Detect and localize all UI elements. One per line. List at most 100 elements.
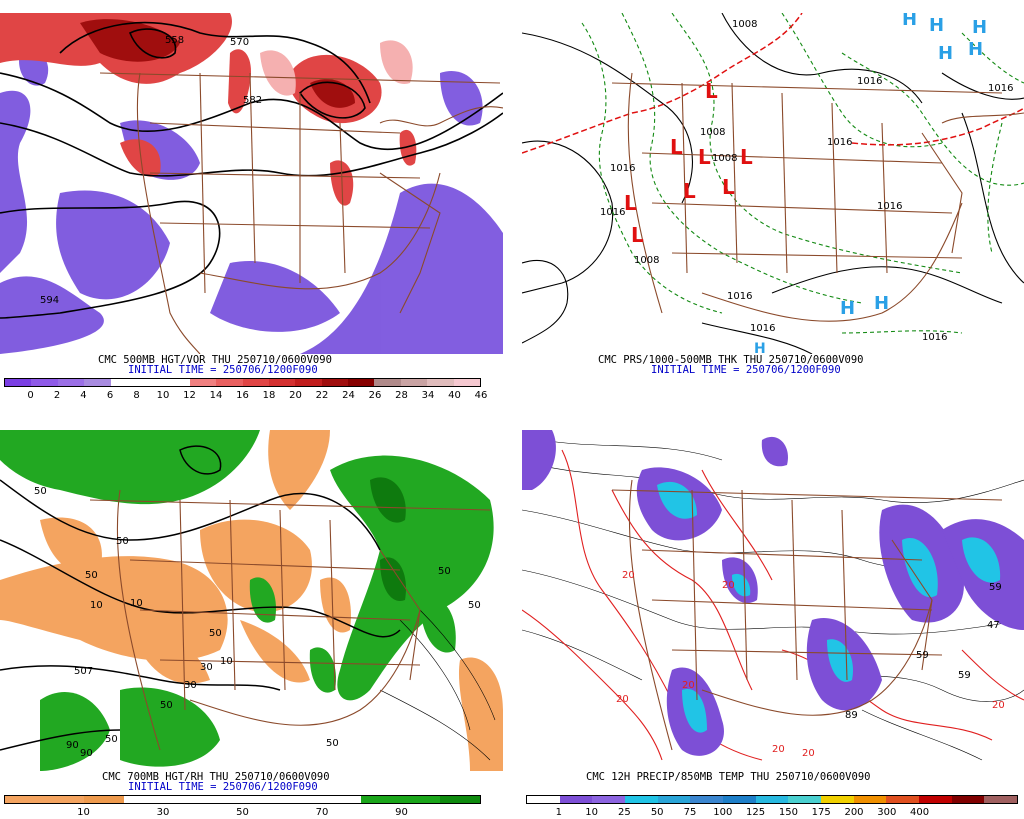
colorbar-label: 75 <box>683 807 697 818</box>
colorbar-label: 34 <box>421 390 435 401</box>
colorbar-cell <box>136 379 164 386</box>
contour-label: 59 <box>916 650 929 661</box>
rh-map <box>0 430 503 771</box>
colorbar-label: 100 <box>713 807 733 818</box>
contour-label: 594 <box>40 295 60 306</box>
contour-label: 1016 <box>922 332 948 343</box>
panel-title: CMC PRS/1000-500MB THK THU 250710/0600V0… <box>598 354 864 366</box>
colorbar-cell <box>242 796 283 803</box>
colorbar-cell <box>440 796 480 803</box>
initial-time: INITIAL TIME = 250706/1200F090 <box>128 364 318 376</box>
contour-label: 50 <box>85 570 98 581</box>
colorbar-cell <box>821 796 854 803</box>
colorbar-label: 6 <box>106 390 114 401</box>
pressure-map <box>522 13 1024 354</box>
contour-label: 10 <box>130 598 143 609</box>
colorbar-label: 18 <box>262 390 276 401</box>
contour-label: 1008 <box>700 127 726 138</box>
colorbar-cell <box>57 379 85 386</box>
colorbar-cell <box>788 796 822 803</box>
contour-label: 570 <box>230 37 250 48</box>
contour-label: 10 <box>90 600 103 611</box>
colorbar-cell <box>189 379 217 386</box>
initial-time: INITIAL TIME = 250706/1200F090 <box>651 364 841 376</box>
colorbar-cell <box>984 796 1018 803</box>
contour-label: 1008 <box>732 19 758 30</box>
panel-title: CMC 500MB HGT/VOR THU 250710/0600V090 <box>98 354 332 366</box>
panel-precip-temp: 20 20 20 20 20 20 59 89 59 47 59 20 <box>522 430 1024 771</box>
contour-label: 59 <box>958 670 971 681</box>
precip-colorbar-labels: 1 10 25 50 75 100 125 150 175 200 300 400 <box>526 807 1018 819</box>
contour-label: 50 <box>326 738 339 749</box>
panel-pressure-thickness: L L L L L L L L H H H H H H H H 1008 101… <box>522 13 1024 354</box>
colorbar-label: 300 <box>877 807 897 818</box>
contour-label: 20 <box>992 700 1005 711</box>
colorbar-cell <box>951 796 985 803</box>
colorbar-label: 50 <box>650 807 664 818</box>
panel-500mb-vorticity: 570 582 594 558 <box>0 13 503 354</box>
contour-label: 1008 <box>712 153 738 164</box>
vorticity-colorbar-labels: 0 2 4 6 8 10 12 14 16 18 20 22 24 26 28 34 40 46 <box>4 390 487 402</box>
contour-label: 90 <box>66 740 79 751</box>
colorbar-cell <box>755 796 789 803</box>
colorbar-cell <box>84 796 124 803</box>
contour-label: 50 <box>468 600 481 611</box>
low-pressure-symbol: L <box>705 79 718 103</box>
panel-title: CMC 12H PRECIP/850MB TEMP THU 250710/060… <box>586 771 871 783</box>
contour-label: 30 <box>200 662 213 673</box>
contour-label: 20 <box>802 748 815 759</box>
precip-map <box>522 430 1024 771</box>
rh-colorbar <box>4 795 481 804</box>
colorbar-cell <box>919 796 952 803</box>
colorbar-cell <box>690 796 724 803</box>
contour-label: 50 <box>438 566 451 577</box>
contour-label: 1016 <box>727 291 753 302</box>
contour-label: 50 <box>160 700 173 711</box>
colorbar-cell <box>295 379 322 386</box>
colorbar-label: 70 <box>315 807 329 818</box>
colorbar-label: 8 <box>133 390 140 401</box>
contour-label: 582 <box>243 95 263 106</box>
colorbar-cell <box>282 796 322 803</box>
low-pressure-symbol: L <box>698 145 711 169</box>
colorbar-label: 14 <box>209 390 223 401</box>
colorbar-label: 0 <box>27 390 34 401</box>
contour-label: 1016 <box>877 201 903 212</box>
colorbar-cell <box>625 796 658 803</box>
colorbar-cell <box>44 796 85 803</box>
colorbar-cell <box>216 379 243 386</box>
colorbar-cell <box>453 379 481 386</box>
colorbar-label: 1 <box>555 807 562 818</box>
contour-label: 50 <box>209 628 222 639</box>
panel-700mb-rh: 50 10 10 10 50 50 30 50 50 50 50 50 50 3… <box>0 430 503 771</box>
low-pressure-symbol: L <box>683 179 696 203</box>
colorbar-cell <box>321 796 362 803</box>
low-pressure-symbol: L <box>670 135 683 159</box>
colorbar-cell <box>853 796 887 803</box>
contour-label: 1016 <box>600 207 626 218</box>
colorbar-cell <box>110 379 137 386</box>
colorbar-cell <box>657 796 691 803</box>
precip-colorbar <box>526 795 1018 804</box>
colorbar-cell <box>242 379 269 386</box>
colorbar-label: 4 <box>80 390 87 401</box>
contour-label: 1016 <box>857 76 883 87</box>
colorbar-cell <box>202 796 243 803</box>
colorbar-cell <box>5 379 32 386</box>
colorbar-label: 90 <box>395 807 408 818</box>
contour-label: 1016 <box>988 83 1014 94</box>
colorbar-label: 26 <box>368 390 382 401</box>
colorbar-cell <box>374 379 401 386</box>
colorbar-cell <box>163 379 190 386</box>
colorbar-cell <box>886 796 920 803</box>
colorbar-label: 16 <box>236 390 249 401</box>
low-pressure-symbol: L <box>631 223 644 247</box>
contour-label: 20 <box>622 570 635 581</box>
colorbar-cell <box>321 379 349 386</box>
contour-label: 89 <box>845 710 858 721</box>
colorbar-label: 24 <box>342 390 355 401</box>
high-pressure-symbol: H <box>938 43 954 64</box>
colorbar-cell <box>527 796 560 803</box>
colorbar-label: 50 <box>236 807 249 818</box>
low-pressure-symbol: L <box>740 145 753 169</box>
